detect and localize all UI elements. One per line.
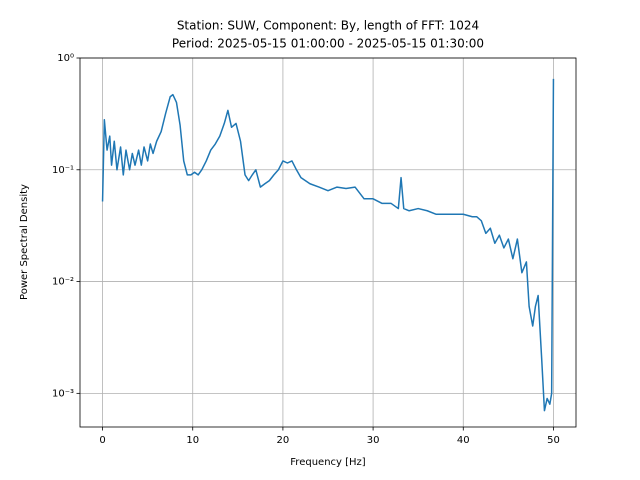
y-tick-label: 10⁻² <box>52 277 74 288</box>
x-tick-label: 10 <box>186 435 199 446</box>
x-tick-label: 20 <box>277 435 290 446</box>
chart-title: Period: 2025-05-15 01:00:00 - 2025-05-15… <box>172 37 484 51</box>
x-tick-label: 0 <box>99 435 105 446</box>
plot-frame <box>79 57 577 428</box>
x-tick-label: 50 <box>547 435 560 446</box>
y-axis-label: Power Spectral Density <box>19 184 30 300</box>
x-tick-label: 40 <box>457 435 470 446</box>
psd-line <box>101 78 555 412</box>
x-axis-label: Frequency [Hz] <box>290 457 366 468</box>
y-tick-label: 10⁰ <box>57 53 74 64</box>
y-tick-label: 10⁻¹ <box>52 165 74 176</box>
x-tick-label: 30 <box>367 435 380 446</box>
y-tick-label: 10⁻³ <box>52 388 74 399</box>
chart-title: Station: SUW, Component: By, length of F… <box>177 19 479 33</box>
